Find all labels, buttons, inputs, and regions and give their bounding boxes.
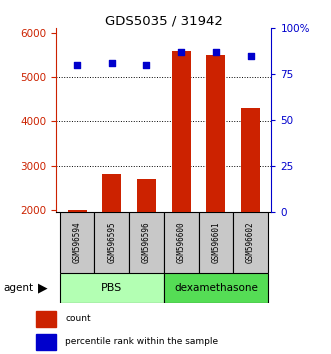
Point: [109, 61, 115, 66]
Bar: [137, 179, 156, 299]
Bar: [129, 212, 164, 273]
Text: GSM596602: GSM596602: [246, 222, 255, 263]
Bar: [233, 212, 268, 273]
Point: [144, 62, 149, 68]
Point: [178, 50, 184, 55]
Text: GSM596595: GSM596595: [107, 222, 116, 263]
Text: GSM596594: GSM596594: [72, 222, 81, 263]
Bar: [199, 212, 233, 273]
Text: PBS: PBS: [101, 282, 122, 293]
Text: GSM596601: GSM596601: [212, 222, 220, 263]
Text: GSM596600: GSM596600: [177, 222, 186, 263]
Bar: [60, 273, 164, 303]
Text: ▶: ▶: [38, 281, 48, 294]
Bar: [94, 212, 129, 273]
Point: [213, 50, 218, 55]
Bar: [60, 212, 94, 273]
Text: count: count: [65, 314, 91, 323]
Bar: [206, 55, 225, 299]
Title: GDS5035 / 31942: GDS5035 / 31942: [105, 14, 223, 27]
Point: [74, 62, 80, 68]
Bar: [102, 174, 121, 299]
Text: percentile rank within the sample: percentile rank within the sample: [65, 337, 218, 346]
Bar: [164, 212, 199, 273]
Bar: [164, 273, 268, 303]
Text: GSM596596: GSM596596: [142, 222, 151, 263]
Point: [248, 53, 253, 59]
Bar: [68, 210, 87, 299]
Bar: [36, 311, 56, 327]
Bar: [36, 334, 56, 350]
Bar: [172, 51, 191, 299]
Bar: [241, 108, 260, 299]
Text: dexamethasone: dexamethasone: [174, 282, 258, 293]
Text: agent: agent: [3, 282, 33, 293]
